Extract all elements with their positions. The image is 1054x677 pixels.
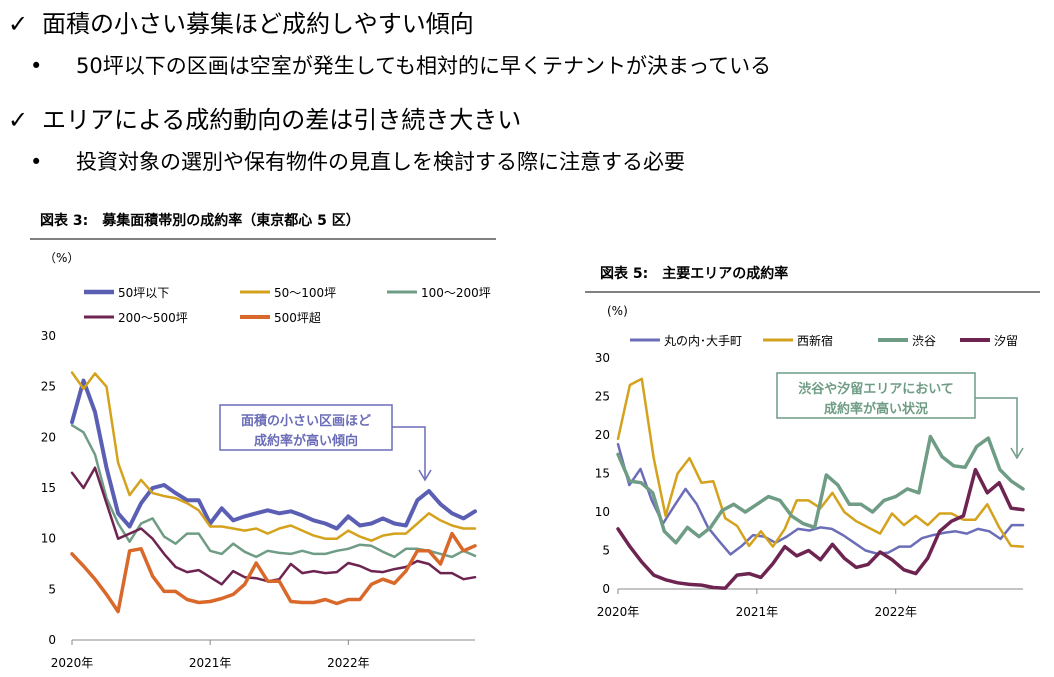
callout-arrow <box>392 426 426 478</box>
legend-label: 50坪以下 <box>118 286 169 300</box>
y-tick-label: 25 <box>41 380 56 394</box>
chart-title: 図表 5: 主要エリアの成約率 <box>600 265 788 282</box>
callout-arrow <box>975 397 1018 456</box>
callout-arrowhead <box>1010 447 1024 460</box>
bullet-2-sub-text: 投資対象の選別や保有物件の見直しを検討する際に注意する必要 <box>76 150 685 174</box>
bullet-dot-icon: • <box>30 150 43 174</box>
callout-text: 面積の小さい区画ほど <box>241 413 371 429</box>
callout-text: 渋谷や汐留エリアにおいて <box>798 381 954 397</box>
callout-arrowhead <box>418 469 432 482</box>
callout-text: 成約率が高い傾向 <box>254 433 358 449</box>
chart-title: 図表 3: 募集面積帯別の成約率（東京都心 5 区） <box>40 212 360 229</box>
bullet-1-text: 面積の小さい募集ほど成約しやすい傾向 <box>42 10 474 38</box>
bullet-2-text: エリアによる成約動向の差は引き続き大きい <box>42 106 522 134</box>
y-tick-label: 30 <box>595 351 610 365</box>
callout-box <box>776 372 976 419</box>
y-tick-label: 10 <box>595 505 610 519</box>
x-tick-label: 2020年 <box>51 656 94 670</box>
bullet-1: ✓ 面積の小さい募集ほど成約しやすい傾向 <box>8 4 474 39</box>
legend-label: 渋谷 <box>912 334 936 348</box>
x-tick-label: 2021年 <box>189 656 232 670</box>
x-tick-label: 2020年 <box>597 605 640 619</box>
legend-label: 200～500坪 <box>118 311 188 325</box>
y-tick-label: 5 <box>48 582 56 596</box>
y-tick-label: 0 <box>602 582 610 596</box>
bullet-2-sub: • 投資対象の選別や保有物件の見直しを検討する際に注意する必要 <box>30 146 685 176</box>
y-tick-label: 20 <box>41 430 56 444</box>
series-line <box>70 378 477 531</box>
bullet-1-sub-text: 50坪以下の区画は空室が発生しても相対的に早くテナントが決まっている <box>76 54 772 78</box>
callout-text: 成約率が高い状況 <box>824 401 928 417</box>
legend-label: 100～200坪 <box>421 286 491 300</box>
legend-label: 500坪超 <box>274 310 321 325</box>
chart-major-areas: 図表 5: 主要エリアの成約率 (%) 0 5 10 15 20 25 30 2020年 2021年… <box>585 265 1040 619</box>
legend-label: 汐留 <box>994 333 1018 348</box>
check-icon: ✓ <box>8 106 29 134</box>
y-tick-label: 0 <box>48 633 56 647</box>
y-tick-label: 25 <box>595 390 610 404</box>
y-tick-label: 15 <box>595 467 610 481</box>
series-line <box>616 467 1025 590</box>
series-line <box>616 434 1025 545</box>
series-line <box>70 423 477 559</box>
x-tick-label: 2022年 <box>327 656 370 670</box>
bullet-1-sub: • 50坪以下の区画は空室が発生しても相対的に早くテナントが決まっている <box>30 50 771 80</box>
check-icon: ✓ <box>8 10 29 38</box>
x-tick-label: 2022年 <box>874 605 917 619</box>
series-line <box>616 442 1025 556</box>
bullet-2: ✓ エリアによる成約動向の差は引き続き大きい <box>8 100 521 135</box>
y-tick-label: 10 <box>41 532 56 546</box>
series-line <box>70 371 477 542</box>
x-tick-label: 2021年 <box>736 605 779 619</box>
chart-area-by-size: 図表 3: 募集面積帯別の成約率（東京都心 5 区） （%） 0 5 10 15 20 25 3… <box>30 212 496 670</box>
legend-label: 西新宿 <box>797 333 833 348</box>
y-unit-label: （%） <box>44 251 79 265</box>
legend-label: 50～100坪 <box>274 286 336 300</box>
series-line <box>70 531 477 614</box>
legend-label: 丸の内･大手町 <box>664 334 742 348</box>
y-tick-label: 5 <box>602 544 610 558</box>
y-tick-label: 15 <box>41 481 56 495</box>
callout-box <box>219 404 393 451</box>
bullet-dot-icon: • <box>30 54 43 78</box>
y-tick-label: 20 <box>595 428 610 442</box>
y-unit-label: (%) <box>607 304 628 318</box>
y-tick-label: 30 <box>41 329 56 343</box>
